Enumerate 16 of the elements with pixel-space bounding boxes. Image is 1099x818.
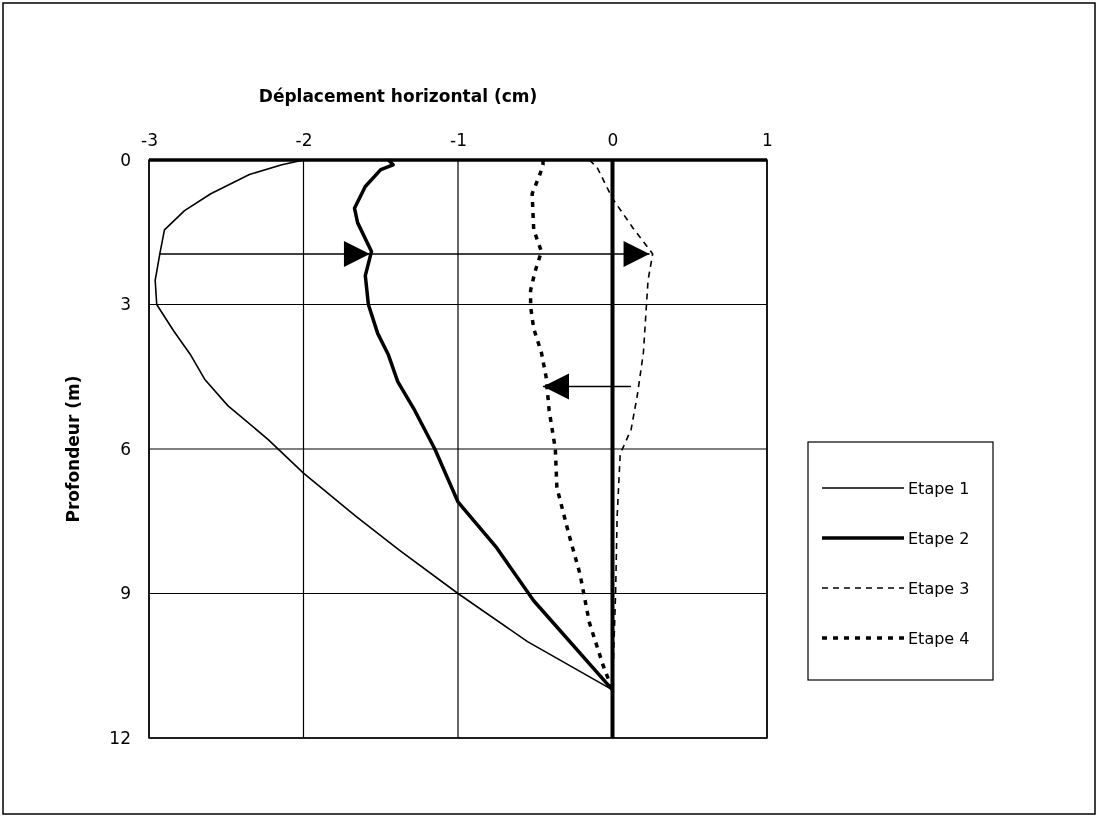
y-tick-label: 3 xyxy=(120,294,131,315)
text: Etape 4 xyxy=(908,629,970,648)
x-tick-label: -3 xyxy=(141,130,158,150)
y-tick-label: 9 xyxy=(120,583,131,604)
y-tick-label: 0 xyxy=(120,149,131,170)
y-axis-title: Profondeur (m) xyxy=(63,375,83,523)
text: Etape 3 xyxy=(908,579,970,598)
x-tick-label: -1 xyxy=(450,130,467,150)
y-tick-label: 6 xyxy=(120,438,131,459)
text: Etape 1 xyxy=(908,479,970,498)
x-tick-label: -2 xyxy=(295,130,313,150)
x-tick-label: 1 xyxy=(762,130,773,150)
x-tick-label: 0 xyxy=(607,130,619,150)
text: Etape 2 xyxy=(908,529,970,548)
y-tick-label: 12 xyxy=(109,727,131,748)
x-axis-title: Déplacement horizontal (cm) xyxy=(258,86,538,106)
